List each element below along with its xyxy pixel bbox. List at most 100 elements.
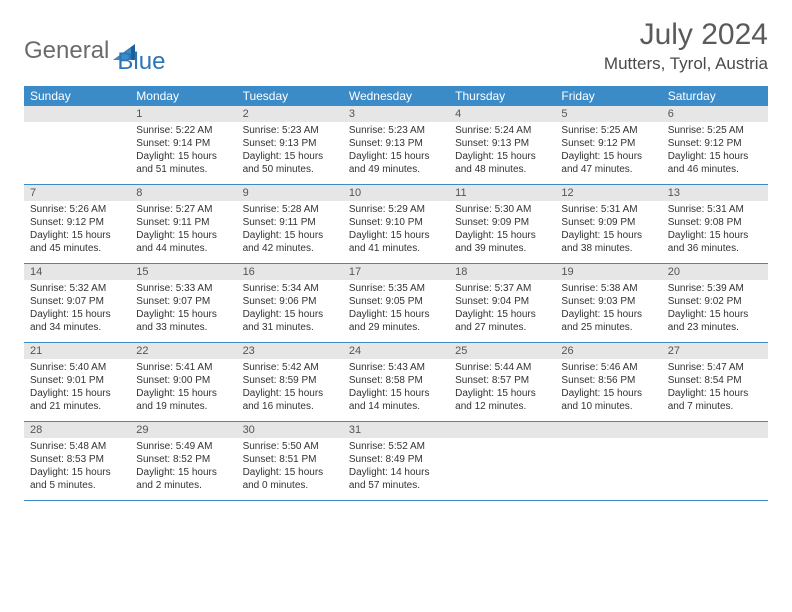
sunset-line: Sunset: 9:13 PM	[349, 137, 443, 150]
daylight-line: Daylight: 14 hours and 57 minutes.	[349, 466, 443, 492]
day-number: 9	[237, 185, 343, 201]
weekday-wednesday: Wednesday	[343, 86, 449, 106]
day-info: Sunrise: 5:25 AMSunset: 9:12 PMDaylight:…	[555, 122, 661, 176]
day-number: 1	[130, 106, 236, 122]
sunset-line: Sunset: 8:56 PM	[561, 374, 655, 387]
day-info: Sunrise: 5:29 AMSunset: 9:10 PMDaylight:…	[343, 201, 449, 255]
sunset-line: Sunset: 8:57 PM	[455, 374, 549, 387]
day-number: 27	[662, 343, 768, 359]
day-cell: 9Sunrise: 5:28 AMSunset: 9:11 PMDaylight…	[237, 185, 343, 263]
weekday-header-row: SundayMondayTuesdayWednesdayThursdayFrid…	[24, 86, 768, 106]
sunset-line: Sunset: 9:01 PM	[30, 374, 124, 387]
day-cell: 18Sunrise: 5:37 AMSunset: 9:04 PMDayligh…	[449, 264, 555, 342]
sunrise-line: Sunrise: 5:39 AM	[668, 282, 762, 295]
sunset-line: Sunset: 9:02 PM	[668, 295, 762, 308]
day-number: 3	[343, 106, 449, 122]
sunset-line: Sunset: 9:11 PM	[136, 216, 230, 229]
sunrise-line: Sunrise: 5:43 AM	[349, 361, 443, 374]
day-info: Sunrise: 5:43 AMSunset: 8:58 PMDaylight:…	[343, 359, 449, 413]
day-info: Sunrise: 5:22 AMSunset: 9:14 PMDaylight:…	[130, 122, 236, 176]
day-info: Sunrise: 5:27 AMSunset: 9:11 PMDaylight:…	[130, 201, 236, 255]
day-number: 16	[237, 264, 343, 280]
location-label: Mutters, Tyrol, Austria	[604, 54, 768, 74]
daylight-line: Daylight: 15 hours and 47 minutes.	[561, 150, 655, 176]
day-info: Sunrise: 5:23 AMSunset: 9:13 PMDaylight:…	[343, 122, 449, 176]
sunrise-line: Sunrise: 5:46 AM	[561, 361, 655, 374]
day-cell: 25Sunrise: 5:44 AMSunset: 8:57 PMDayligh…	[449, 343, 555, 421]
day-info: Sunrise: 5:38 AMSunset: 9:03 PMDaylight:…	[555, 280, 661, 334]
calendar: SundayMondayTuesdayWednesdayThursdayFrid…	[24, 86, 768, 501]
day-cell	[555, 422, 661, 500]
sunrise-line: Sunrise: 5:49 AM	[136, 440, 230, 453]
daylight-line: Daylight: 15 hours and 41 minutes.	[349, 229, 443, 255]
sunset-line: Sunset: 9:04 PM	[455, 295, 549, 308]
day-cell: 13Sunrise: 5:31 AMSunset: 9:08 PMDayligh…	[662, 185, 768, 263]
day-cell: 31Sunrise: 5:52 AMSunset: 8:49 PMDayligh…	[343, 422, 449, 500]
sunset-line: Sunset: 9:14 PM	[136, 137, 230, 150]
daylight-line: Daylight: 15 hours and 36 minutes.	[668, 229, 762, 255]
daylight-line: Daylight: 15 hours and 48 minutes.	[455, 150, 549, 176]
day-number: 7	[24, 185, 130, 201]
day-cell: 12Sunrise: 5:31 AMSunset: 9:09 PMDayligh…	[555, 185, 661, 263]
weekday-monday: Monday	[130, 86, 236, 106]
day-number: 18	[449, 264, 555, 280]
day-cell: 26Sunrise: 5:46 AMSunset: 8:56 PMDayligh…	[555, 343, 661, 421]
daylight-line: Daylight: 15 hours and 7 minutes.	[668, 387, 762, 413]
daylight-line: Daylight: 15 hours and 12 minutes.	[455, 387, 549, 413]
sunset-line: Sunset: 8:58 PM	[349, 374, 443, 387]
week-row: 14Sunrise: 5:32 AMSunset: 9:07 PMDayligh…	[24, 264, 768, 343]
title-block: July 2024 Mutters, Tyrol, Austria	[604, 18, 768, 74]
day-info: Sunrise: 5:42 AMSunset: 8:59 PMDaylight:…	[237, 359, 343, 413]
day-info: Sunrise: 5:49 AMSunset: 8:52 PMDaylight:…	[130, 438, 236, 492]
day-number	[555, 422, 661, 438]
day-number: 8	[130, 185, 236, 201]
daylight-line: Daylight: 15 hours and 51 minutes.	[136, 150, 230, 176]
sunrise-line: Sunrise: 5:27 AM	[136, 203, 230, 216]
day-info: Sunrise: 5:48 AMSunset: 8:53 PMDaylight:…	[24, 438, 130, 492]
week-row: 1Sunrise: 5:22 AMSunset: 9:14 PMDaylight…	[24, 106, 768, 185]
sunrise-line: Sunrise: 5:26 AM	[30, 203, 124, 216]
day-info: Sunrise: 5:46 AMSunset: 8:56 PMDaylight:…	[555, 359, 661, 413]
sunrise-line: Sunrise: 5:42 AM	[243, 361, 337, 374]
sunrise-line: Sunrise: 5:41 AM	[136, 361, 230, 374]
daylight-line: Daylight: 15 hours and 23 minutes.	[668, 308, 762, 334]
sunrise-line: Sunrise: 5:44 AM	[455, 361, 549, 374]
day-cell: 23Sunrise: 5:42 AMSunset: 8:59 PMDayligh…	[237, 343, 343, 421]
day-cell: 4Sunrise: 5:24 AMSunset: 9:13 PMDaylight…	[449, 106, 555, 184]
daylight-line: Daylight: 15 hours and 21 minutes.	[30, 387, 124, 413]
sunrise-line: Sunrise: 5:33 AM	[136, 282, 230, 295]
weekday-thursday: Thursday	[449, 86, 555, 106]
day-info: Sunrise: 5:30 AMSunset: 9:09 PMDaylight:…	[449, 201, 555, 255]
day-number: 19	[555, 264, 661, 280]
day-cell: 22Sunrise: 5:41 AMSunset: 9:00 PMDayligh…	[130, 343, 236, 421]
day-number: 15	[130, 264, 236, 280]
week-row: 7Sunrise: 5:26 AMSunset: 9:12 PMDaylight…	[24, 185, 768, 264]
logo-text-general: General	[24, 37, 109, 65]
day-number: 12	[555, 185, 661, 201]
weeks-container: 1Sunrise: 5:22 AMSunset: 9:14 PMDaylight…	[24, 106, 768, 501]
day-cell: 8Sunrise: 5:27 AMSunset: 9:11 PMDaylight…	[130, 185, 236, 263]
sunset-line: Sunset: 9:09 PM	[455, 216, 549, 229]
sunset-line: Sunset: 9:09 PM	[561, 216, 655, 229]
sunrise-line: Sunrise: 5:30 AM	[455, 203, 549, 216]
day-number: 17	[343, 264, 449, 280]
day-info: Sunrise: 5:37 AMSunset: 9:04 PMDaylight:…	[449, 280, 555, 334]
month-title: July 2024	[604, 18, 768, 52]
day-info: Sunrise: 5:31 AMSunset: 9:09 PMDaylight:…	[555, 201, 661, 255]
daylight-line: Daylight: 15 hours and 45 minutes.	[30, 229, 124, 255]
sunrise-line: Sunrise: 5:29 AM	[349, 203, 443, 216]
day-cell: 30Sunrise: 5:50 AMSunset: 8:51 PMDayligh…	[237, 422, 343, 500]
day-cell	[449, 422, 555, 500]
daylight-line: Daylight: 15 hours and 0 minutes.	[243, 466, 337, 492]
day-cell: 28Sunrise: 5:48 AMSunset: 8:53 PMDayligh…	[24, 422, 130, 500]
sunrise-line: Sunrise: 5:23 AM	[243, 124, 337, 137]
day-info: Sunrise: 5:47 AMSunset: 8:54 PMDaylight:…	[662, 359, 768, 413]
day-info: Sunrise: 5:41 AMSunset: 9:00 PMDaylight:…	[130, 359, 236, 413]
day-number: 2	[237, 106, 343, 122]
day-cell: 29Sunrise: 5:49 AMSunset: 8:52 PMDayligh…	[130, 422, 236, 500]
sunrise-line: Sunrise: 5:28 AM	[243, 203, 337, 216]
day-cell: 14Sunrise: 5:32 AMSunset: 9:07 PMDayligh…	[24, 264, 130, 342]
logo-text-blue: Blue	[117, 48, 165, 76]
day-cell: 3Sunrise: 5:23 AMSunset: 9:13 PMDaylight…	[343, 106, 449, 184]
sunset-line: Sunset: 8:54 PM	[668, 374, 762, 387]
